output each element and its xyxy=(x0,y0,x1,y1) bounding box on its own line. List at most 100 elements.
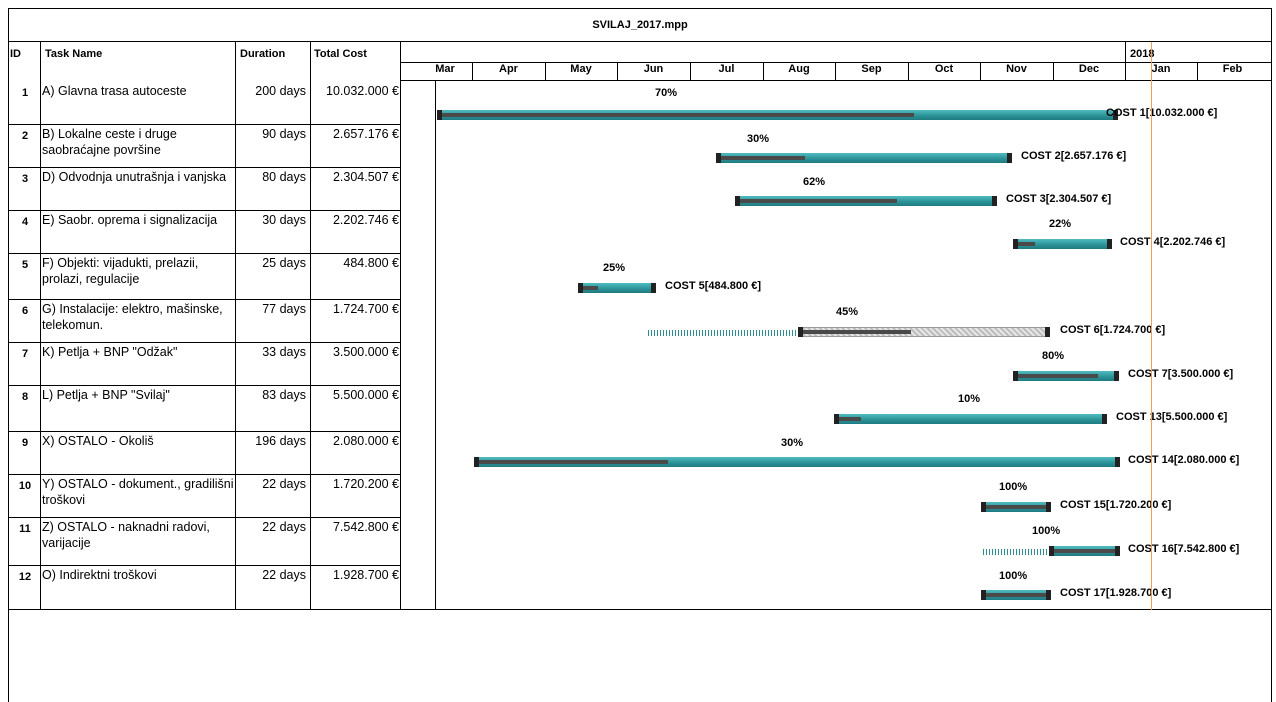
bar-cost-label: COST 17[1.928.700 €] xyxy=(1060,587,1172,599)
task-duration: 200 days xyxy=(255,84,306,98)
task-duration: 22 days xyxy=(262,520,306,534)
row-divider xyxy=(8,431,400,432)
bar-end-cap xyxy=(1102,414,1107,424)
year-divider xyxy=(1125,42,1126,62)
progress-bar xyxy=(578,286,598,290)
bar-start-cap xyxy=(798,327,803,337)
chart-start-line xyxy=(435,80,436,610)
bar-start-cap xyxy=(981,590,986,600)
column-divider-duration xyxy=(310,42,311,610)
table-row[interactable]: 7 K) Petlja + BNP "Odžak" 33 days 3.500.000… xyxy=(8,342,400,385)
percent-complete-label: 30% xyxy=(781,437,804,449)
task-name[interactable]: B) Lokalne ceste i druge saobraćajne pov… xyxy=(42,127,177,157)
timescale-month-tick xyxy=(545,62,546,80)
progress-bar xyxy=(1013,374,1098,378)
slack-indicator xyxy=(983,549,1049,555)
timescale-month: Sep xyxy=(861,63,882,75)
table-row[interactable]: 12 O) Indirektni troškovi 22 days 1.928.700… xyxy=(8,565,400,609)
table-row[interactable]: 11 Z) OSTALO - naknadni radovi, varijacij… xyxy=(8,517,400,565)
task-name[interactable]: D) Odvodnja unutrašnja i vanjska xyxy=(42,170,227,184)
row-divider xyxy=(8,253,400,254)
timescale-month-tick xyxy=(908,62,909,80)
timescale-month-tick xyxy=(472,62,473,80)
progress-bar xyxy=(437,113,914,117)
task-bar[interactable] xyxy=(716,153,1012,163)
table-bottom-line xyxy=(8,609,1272,610)
task-id: 2 xyxy=(21,130,29,142)
table-row[interactable]: 4 E) Saobr. oprema i signalizacija 30 days… xyxy=(8,210,400,253)
task-name[interactable]: A) Glavna trasa autoceste xyxy=(42,84,187,98)
task-duration: 22 days xyxy=(262,568,306,582)
task-total-cost: 1.928.700 € xyxy=(332,568,399,582)
table-row[interactable]: 2 B) Lokalne ceste i druge saobraćajne po… xyxy=(8,124,400,167)
timescale-month-tick xyxy=(1125,62,1126,80)
bar-cost-label: COST 2[2.657.176 €] xyxy=(1021,150,1127,162)
task-total-cost: 2.202.746 € xyxy=(332,213,399,227)
task-bar[interactable] xyxy=(1013,239,1112,249)
bar-end-cap xyxy=(1007,153,1012,163)
row-divider xyxy=(8,565,400,566)
task-name[interactable]: K) Petlja + BNP "Odžak" xyxy=(42,345,178,359)
row-divider xyxy=(8,474,400,475)
percent-complete-label: 80% xyxy=(1042,350,1065,362)
task-duration: 77 days xyxy=(262,302,306,316)
bar-start-cap xyxy=(474,457,479,467)
task-name[interactable]: F) Objekti: vijadukti, prelazii, prolazi… xyxy=(42,256,199,286)
table-row[interactable]: 8 L) Petlja + BNP "Svilaj" 83 days 5.500.00… xyxy=(8,385,400,431)
task-name[interactable]: O) Indirektni troškovi xyxy=(42,568,157,582)
timescale-month: Jun xyxy=(643,63,664,75)
timescale-divider xyxy=(400,62,1272,63)
percent-complete-label: 22% xyxy=(1049,218,1072,230)
task-id: 3 xyxy=(21,173,29,185)
timescale-month-tick xyxy=(980,62,981,80)
column-header-task-name[interactable]: Task Name xyxy=(45,48,103,60)
column-divider-cost xyxy=(400,42,401,610)
column-header-id[interactable]: ID xyxy=(10,48,21,60)
bar-cost-label: COST 3[2.304.507 €] xyxy=(1006,193,1112,205)
bar-cost-label: COST 7[3.500.000 €] xyxy=(1128,368,1234,380)
timescale-month-tick xyxy=(617,62,618,80)
bar-end-cap xyxy=(1107,239,1112,249)
bar-start-cap xyxy=(735,196,740,206)
bar-end-cap xyxy=(1045,327,1050,337)
task-bar[interactable] xyxy=(474,457,1120,467)
task-bar[interactable] xyxy=(798,327,1050,337)
column-header-total-cost[interactable]: Total Cost xyxy=(314,48,367,60)
task-name[interactable]: Z) OSTALO - naknadni radovi, varijacije xyxy=(42,520,210,550)
timescale-year-label: 2018 xyxy=(1130,48,1155,60)
task-total-cost: 2.304.507 € xyxy=(332,170,399,184)
task-name[interactable]: L) Petlja + BNP "Svilaj" xyxy=(42,388,170,402)
task-id: 4 xyxy=(21,216,29,228)
task-name[interactable]: Y) OSTALO - dokument., gradilišni troško… xyxy=(42,477,234,507)
table-row[interactable]: 10 Y) OSTALO - dokument., gradilišni troš… xyxy=(8,474,400,517)
row-divider xyxy=(8,385,400,386)
table-row[interactable]: 3 D) Odvodnja unutrašnja i vanjska 80 days… xyxy=(8,167,400,210)
bar-end-cap xyxy=(1046,502,1051,512)
task-duration: 83 days xyxy=(262,388,306,402)
bar-start-cap xyxy=(1049,546,1054,556)
row-divider xyxy=(8,167,400,168)
bar-cost-label: COST 16[7.542.800 €] xyxy=(1128,543,1240,555)
slack-indicator xyxy=(648,330,798,336)
column-header-duration[interactable]: Duration xyxy=(240,48,286,60)
table-row[interactable]: 9 X) OSTALO - Okoliš 196 days 2.080.000 € xyxy=(8,431,400,474)
table-row[interactable]: 6 G) Instalacije: elektro, mašinske, tele… xyxy=(8,299,400,342)
task-name[interactable]: X) OSTALO - Okoliš xyxy=(42,434,154,448)
task-bar[interactable] xyxy=(578,283,656,293)
timescale-month-tick xyxy=(1197,62,1198,80)
table-row[interactable]: 1 A) Glavna trasa autoceste 200 days 10.032… xyxy=(8,81,400,124)
task-name[interactable]: G) Instalacije: elektro, mašinske, telek… xyxy=(42,302,223,332)
bar-start-cap xyxy=(1013,371,1018,381)
bar-cost-label: COST 6[1.724.700 €] xyxy=(1060,324,1166,336)
task-total-cost: 1.724.700 € xyxy=(332,302,399,316)
timescale-month: Dec xyxy=(1078,63,1100,75)
table-row[interactable]: 5 F) Objekti: vijadukti, prelazii, prolaz… xyxy=(8,253,400,299)
timescale-month-tick xyxy=(690,62,691,80)
task-id: 10 xyxy=(18,480,32,492)
task-name[interactable]: E) Saobr. oprema i signalizacija xyxy=(42,213,218,227)
bar-cost-label: COST 13[5.500.000 €] xyxy=(1116,411,1228,423)
timescale-month: Apr xyxy=(499,63,518,75)
timescale-month: May xyxy=(570,63,592,75)
task-bar[interactable] xyxy=(834,414,1107,424)
timescale-month-tick xyxy=(763,62,764,80)
